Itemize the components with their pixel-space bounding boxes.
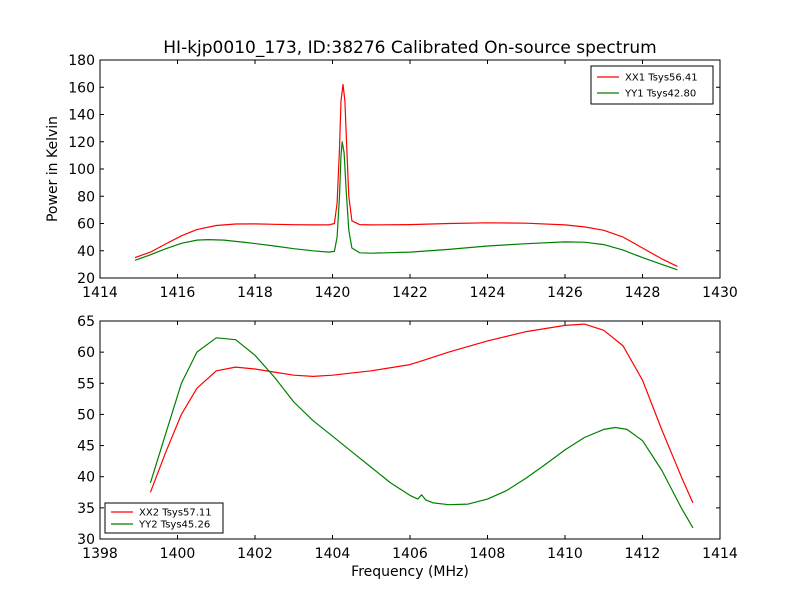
bottom-x-tick-label: 1404 [315, 546, 351, 562]
bottom-x-tick-label: 1398 [82, 546, 118, 562]
top-y-axis-label: Power in Kelvin [45, 116, 61, 222]
top-x-tick-label: 1418 [237, 285, 273, 301]
top-y-tick-label: 120 [68, 135, 95, 151]
bottom-x-tick-label: 1412 [625, 546, 661, 562]
chart-title: HI-kjp0010_173, ID:38276 Calibrated On-s… [163, 38, 656, 58]
top-x-tick-label: 1420 [315, 285, 351, 301]
top-y-tick-label: 140 [68, 108, 95, 124]
bottom-y-tick-label: 40 [77, 470, 95, 486]
bottom-y-tick-label: 35 [77, 501, 95, 517]
top-x-tick-label: 1426 [547, 285, 583, 301]
top-y-tick-label: 60 [77, 217, 95, 233]
bottom-y-tick-label: 55 [77, 376, 95, 392]
top-y-tick-label: 20 [77, 271, 95, 287]
bottom-x-tick-label: 1406 [392, 546, 428, 562]
bottom-x-tick-label: 1408 [470, 546, 506, 562]
top-y-tick-label: 100 [68, 162, 95, 178]
top-legend-label-2: YY1 Tsys42.80 [624, 89, 696, 100]
bottom-legend-label-2: YY2 Tsys45.26 [138, 520, 210, 531]
top-series-line-2 [134, 141, 678, 271]
bottom-y-tick-label: 60 [77, 345, 95, 361]
bottom-y-tick-label: 30 [77, 532, 95, 548]
bottom-x-tick-label: 1414 [702, 546, 738, 562]
bottom-series-line-2 [149, 337, 694, 529]
top-y-tick-label: 40 [77, 244, 95, 260]
top-legend-box [590, 65, 714, 105]
bottom-y-tick-label: 65 [77, 314, 95, 330]
bottom-plot-panel: 1398 1400 1402 1404 1406 1408 1410 1412 1414 30 35… [77, 314, 738, 562]
top-legend-label-1: XX1 Tsys56.41 [625, 73, 698, 84]
top-y-tick-label: 80 [77, 189, 95, 205]
bottom-x-tick-label: 1402 [237, 546, 273, 562]
top-x-tick-label: 1416 [160, 285, 196, 301]
top-y-tick-label: 180 [68, 53, 95, 69]
top-x-tick-label: 1424 [470, 285, 506, 301]
x-axis-label: Frequency (MHz) [351, 564, 469, 580]
top-x-tick-label: 1414 [82, 285, 118, 301]
bottom-y-tick-label: 50 [77, 407, 95, 423]
bottom-y-tick-label: 45 [77, 439, 95, 455]
top-y-tick-label: 160 [68, 80, 95, 96]
top-plot-panel: 1414 1416 1418 1420 1422 1424 1426 1428 1430 20 40… [45, 53, 738, 301]
bottom-series-line-1 [149, 323, 694, 504]
top-x-tick-label: 1428 [625, 285, 661, 301]
top-series-line-1 [134, 83, 678, 267]
bottom-x-tick-label: 1400 [160, 546, 196, 562]
bottom-legend-label-1: XX2 Tsys57.11 [139, 508, 212, 519]
top-x-tick-label: 1430 [702, 285, 738, 301]
bottom-legend-box [104, 502, 224, 534]
top-x-tick-label: 1422 [392, 285, 428, 301]
bottom-x-tick-label: 1410 [547, 546, 583, 562]
top-legend: XX1 Tsys56.41 YY1 Tsys42.80 [590, 65, 714, 105]
